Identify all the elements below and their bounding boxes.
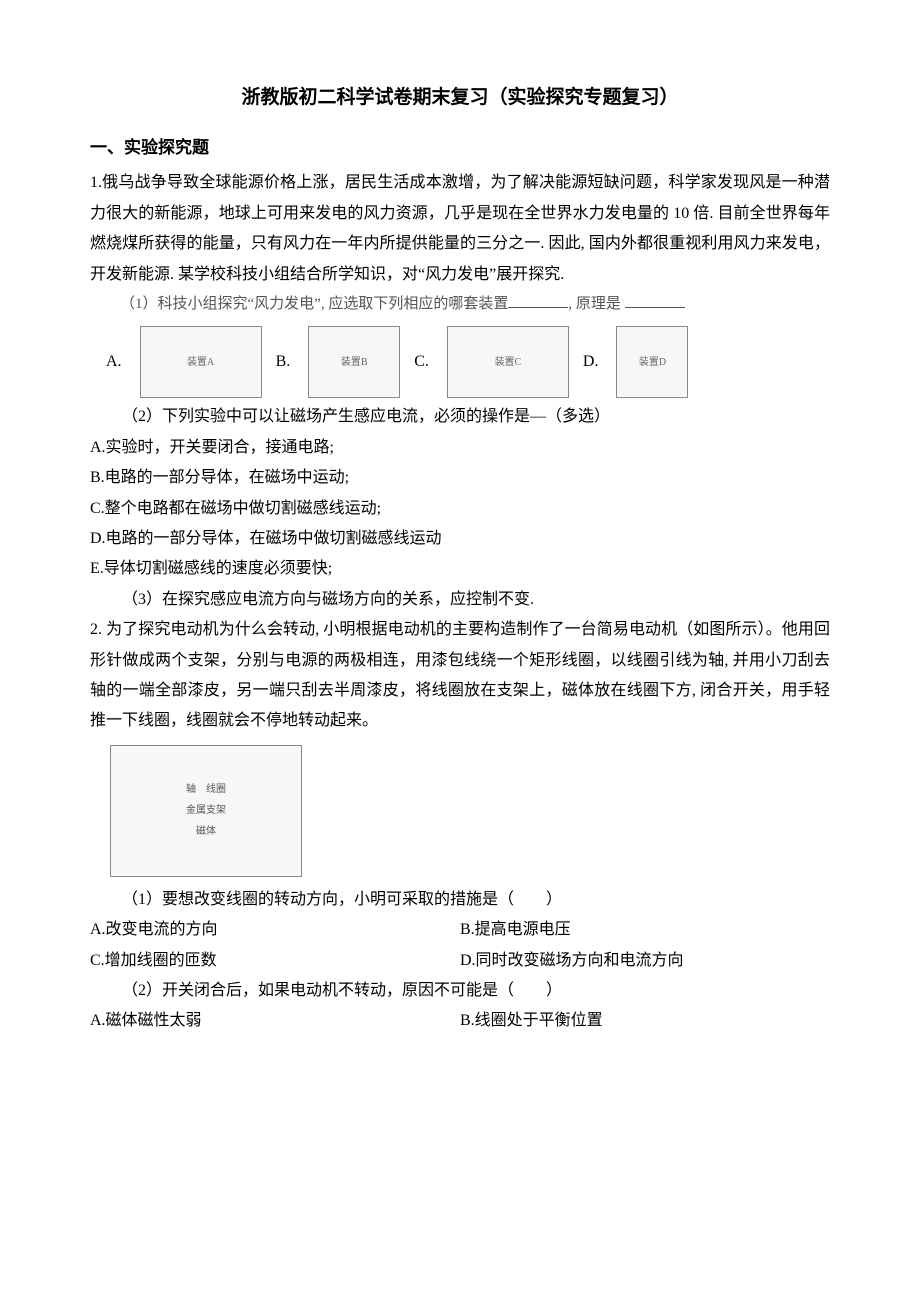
page-title: 浙教版初二科学试卷期末复习（实验探究专题复习）	[90, 80, 830, 116]
q2-sub2: （2）开关闭合后，如果电动机不转动，原因不可能是（ ）	[90, 976, 830, 1006]
q2-sub1: （1）要想改变线圈的转动方向，小明可采取的措施是（ ）	[90, 885, 830, 915]
q1-sub1-prefix: （1）科技小组探究“风力发电”, 应选取下列相应的哪套装置	[120, 296, 508, 312]
q2-sub2-row1: A.磁体磁性太弱 B.线圈处于平衡位置	[90, 1006, 830, 1036]
q2-stem: 2. 为了探究电动机为什么会转动, 小明根据电动机的主要构造制作了一台简易电动机…	[90, 615, 830, 737]
section-heading: 一、实验探究题	[90, 132, 830, 164]
q1-stem: 1.俄乌战争导致全球能源价格上涨，居民生活成本激增，为了解决能源短缺问题，科学家…	[90, 168, 830, 290]
q1-sub1: （1）科技小组探究“风力发电”, 应选取下列相应的哪套装置 , 原理是	[90, 290, 830, 319]
diagram-label-coil: 线圈	[206, 784, 226, 795]
opt-b-label: B.	[276, 347, 291, 377]
diagram-b: 装置B	[308, 326, 400, 398]
q1-sub1-mid: , 原理是	[568, 296, 621, 312]
diagram-d: 装置D	[616, 326, 688, 398]
q1-diagram-row: A. 装置A B. 装置B C. 装置C D. 装置D	[90, 326, 830, 398]
opt-d-label: D.	[583, 347, 599, 377]
q1-ans-e: E.导体切割磁感线的速度必须要快;	[90, 554, 830, 584]
diagram-label-magnet: 磁体	[196, 822, 216, 841]
q2-s1-c: C.增加线圈的匝数	[90, 946, 460, 976]
q2-s1-a: A.改变电流的方向	[90, 915, 460, 945]
q2-s2-b: B.线圈处于平衡位置	[460, 1006, 830, 1036]
q2-s1-b: B.提高电源电压	[460, 915, 830, 945]
q1-ans-c: C.整个电路都在磁场中做切割磁感线运动;	[90, 494, 830, 524]
opt-c-label: C.	[414, 347, 429, 377]
q2-s2-a: A.磁体磁性太弱	[90, 1006, 460, 1036]
q2-diagram: 轴 线圈 金属支架 磁体	[110, 745, 302, 877]
diagram-label-bracket: 金属支架	[186, 801, 226, 820]
q2-sub1-row2: C.增加线圈的匝数 D.同时改变磁场方向和电流方向	[90, 946, 830, 976]
q1-ans-d: D.电路的一部分导体，在磁场中做切割磁感线运动	[90, 524, 830, 554]
q2-s1-d: D.同时改变磁场方向和电流方向	[460, 946, 830, 976]
diagram-c: 装置C	[447, 326, 569, 398]
q1-sub2: （2）下列实验中可以让磁场产生感应电流，必须的操作是—（多选）	[90, 402, 830, 432]
diagram-label-axis: 轴	[186, 784, 196, 795]
blank-1	[508, 292, 568, 308]
blank-2	[625, 292, 685, 308]
q1-sub3: （3）在探究感应电流方向与磁场方向的关系，应控制不变.	[90, 585, 830, 615]
q1-ans-b: B.电路的一部分导体，在磁场中运动;	[90, 463, 830, 493]
q1-ans-a: A.实验时，开关要闭合，接通电路;	[90, 433, 830, 463]
q2-sub1-row1: A.改变电流的方向 B.提高电源电压	[90, 915, 830, 945]
diagram-a: 装置A	[140, 326, 262, 398]
opt-a-label: A.	[106, 347, 122, 377]
